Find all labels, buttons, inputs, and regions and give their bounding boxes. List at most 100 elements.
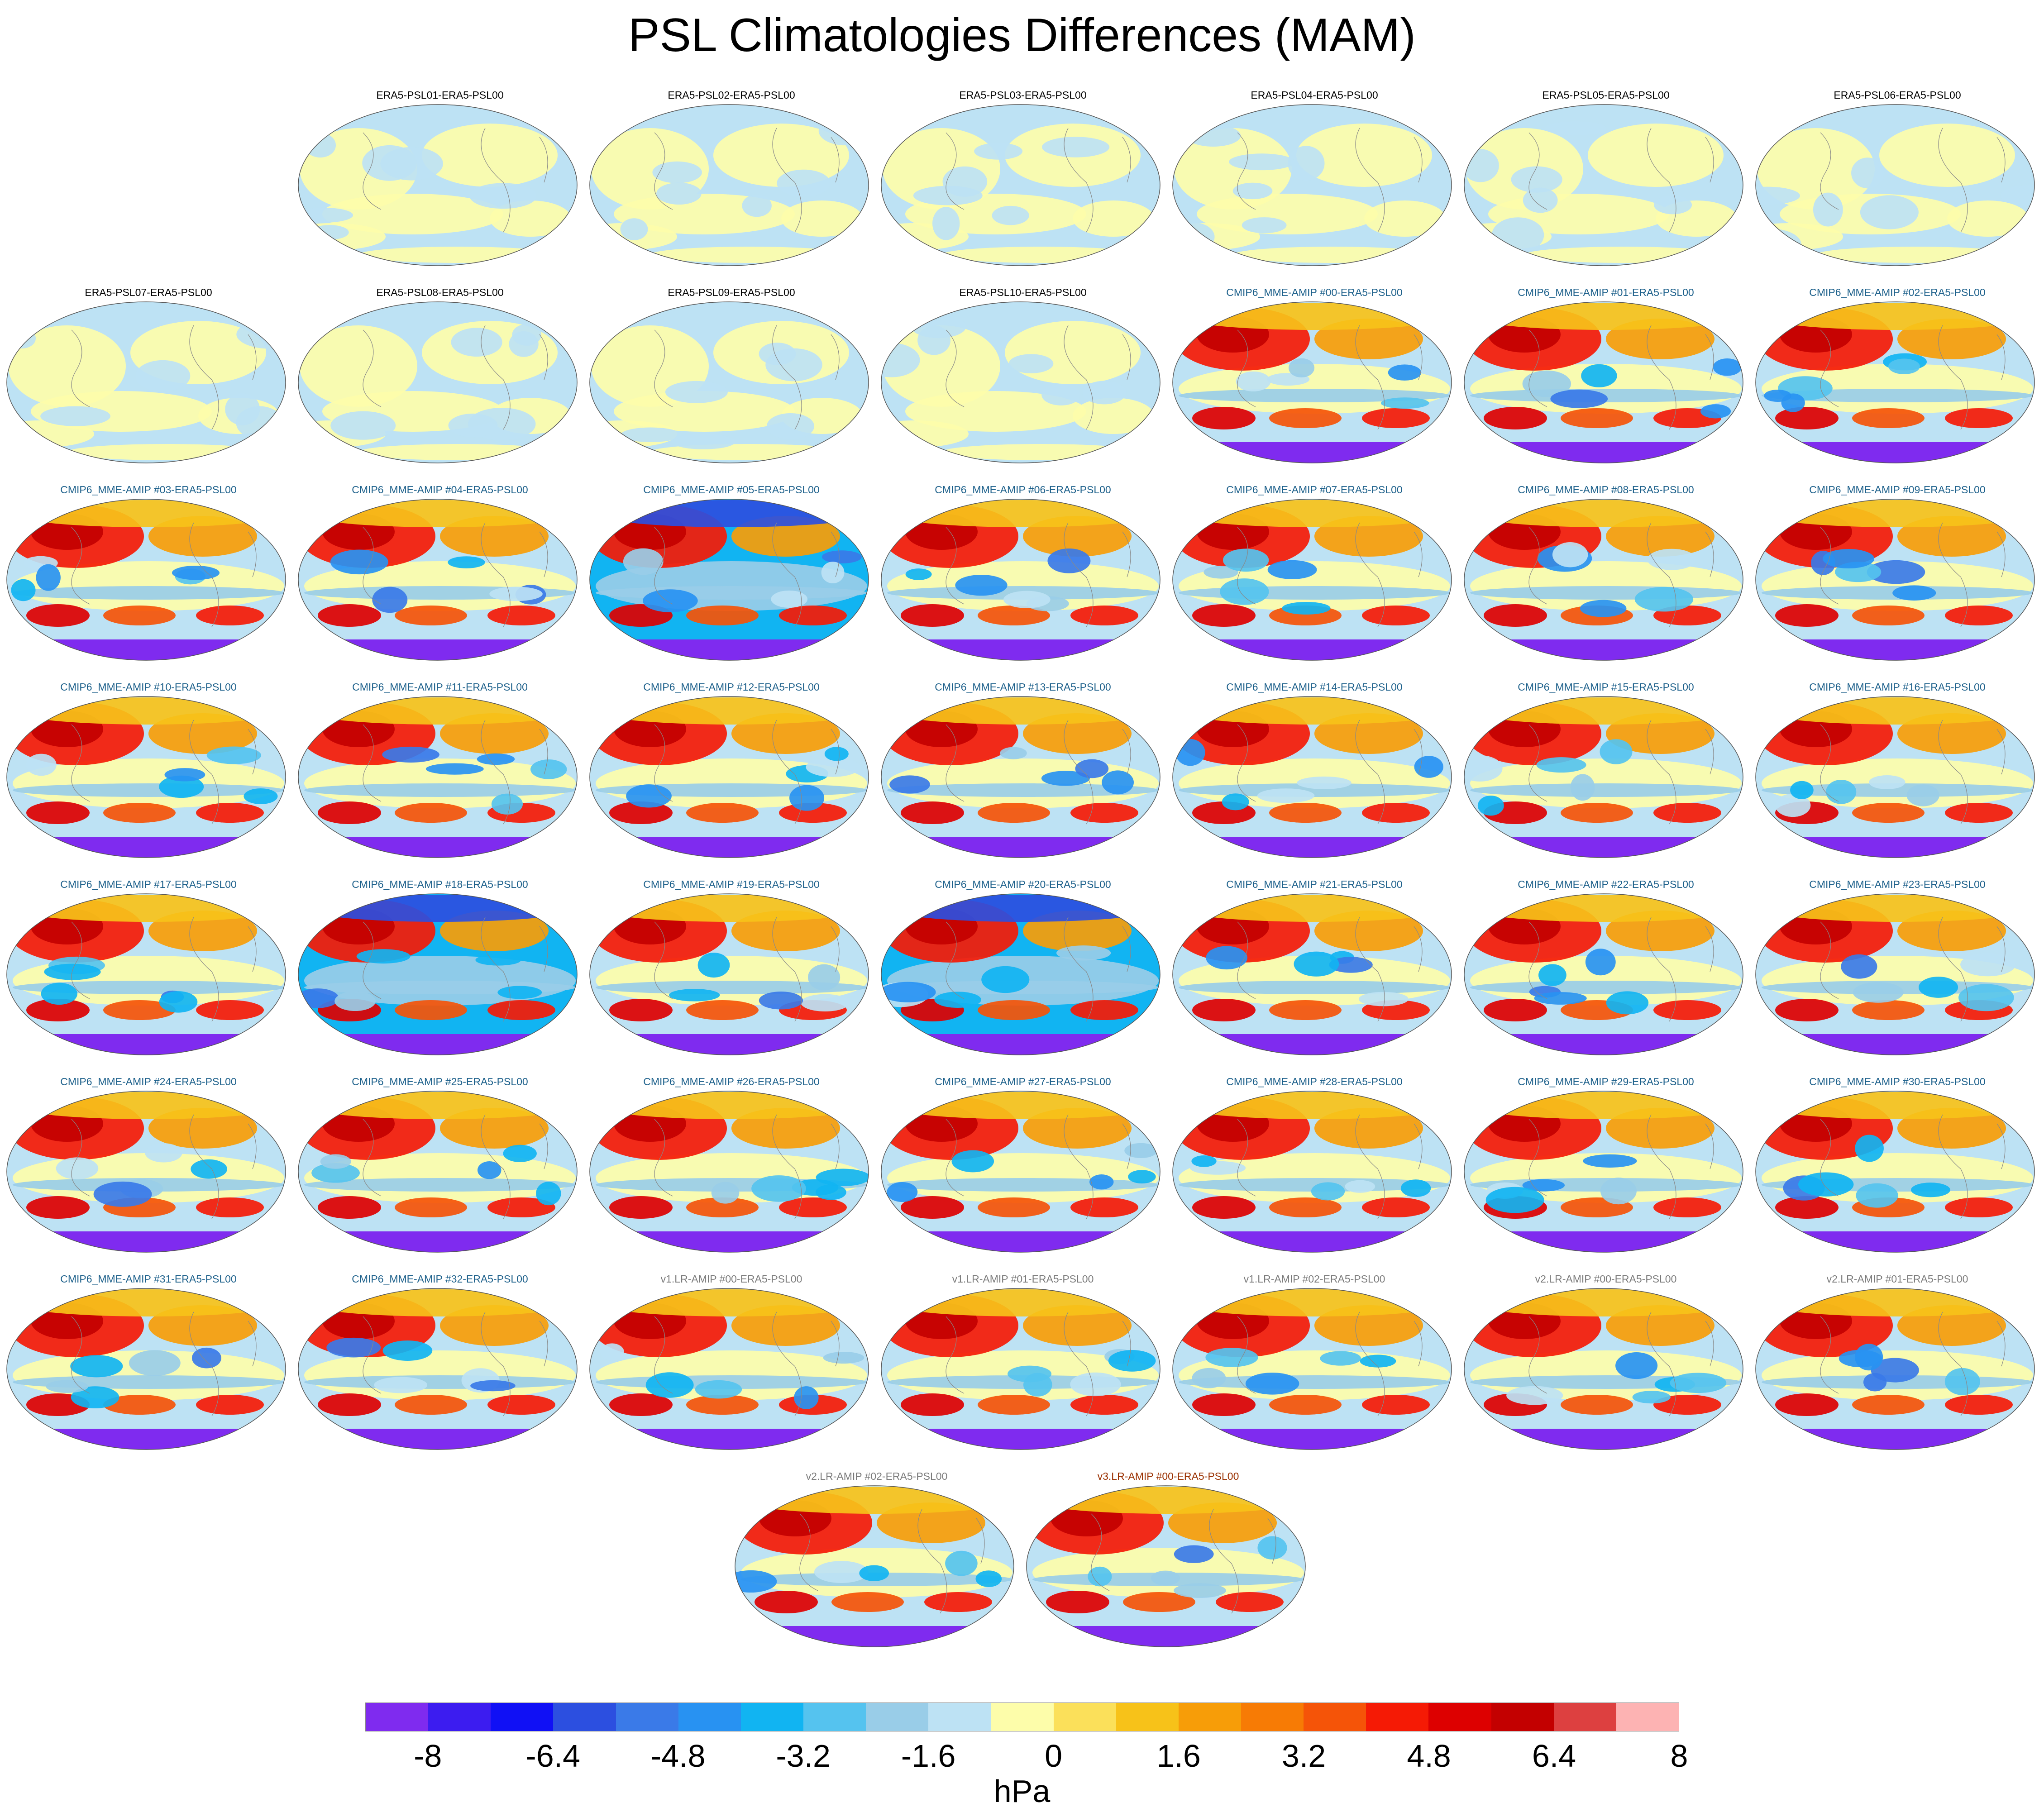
map-panel: CMIP6_MME-AMIP #29-ERA5-PSL00 — [1461, 1075, 1751, 1269]
map-plot — [881, 301, 1160, 463]
colorbar-segment — [1428, 1703, 1491, 1731]
panel-title: CMIP6_MME-AMIP #31-ERA5-PSL00 — [60, 1273, 237, 1285]
colorbar-tick-label: 6.4 — [1532, 1738, 1576, 1774]
colorbar-segment — [866, 1703, 929, 1731]
map-panel: ERA5-PSL01-ERA5-PSL00 — [295, 88, 585, 283]
map-panel: CMIP6_MME-AMIP #13-ERA5-PSL00 — [878, 680, 1168, 875]
map-panel: CMIP6_MME-AMIP #05-ERA5-PSL00 — [587, 483, 876, 677]
panel-title: ERA5-PSL07-ERA5-PSL00 — [85, 286, 212, 298]
map-panel: v2.LR-AMIP #00-ERA5-PSL00 — [1461, 1272, 1751, 1467]
colorbar-tick-label: -4.8 — [650, 1738, 706, 1774]
map-plot — [298, 1091, 578, 1253]
colorbar-tick-label: -6.4 — [525, 1738, 581, 1774]
map-panel: ERA5-PSL05-ERA5-PSL00 — [1461, 88, 1751, 283]
colorbar-segment — [803, 1703, 866, 1731]
map-panel: CMIP6_MME-AMIP #02-ERA5-PSL00 — [1753, 286, 2042, 480]
colorbar — [365, 1703, 1679, 1731]
map-plot — [1755, 301, 2035, 463]
map-plot — [1464, 1091, 1743, 1253]
map-plot — [1172, 499, 1452, 661]
map-plot — [298, 1288, 578, 1450]
colorbar-segment — [1053, 1703, 1116, 1731]
colorbar-tick-label: 1.6 — [1156, 1738, 1201, 1774]
map-plot — [1172, 1091, 1452, 1253]
map-panel: CMIP6_MME-AMIP #15-ERA5-PSL00 — [1461, 680, 1751, 875]
map-panel: ERA5-PSL04-ERA5-PSL00 — [1170, 88, 1459, 283]
panel-title: CMIP6_MME-AMIP #07-ERA5-PSL00 — [1226, 484, 1403, 496]
map-plot — [298, 104, 578, 266]
map-plot — [1464, 499, 1743, 661]
map-panel: ERA5-PSL09-ERA5-PSL00 — [587, 286, 876, 480]
panel-title: CMIP6_MME-AMIP #25-ERA5-PSL00 — [352, 1076, 528, 1087]
panel-title: CMIP6_MME-AMIP #15-ERA5-PSL00 — [1518, 681, 1694, 693]
map-plot — [1755, 1091, 2035, 1253]
map-plot — [1464, 696, 1743, 858]
panel-title: CMIP6_MME-AMIP #23-ERA5-PSL00 — [1809, 878, 1986, 890]
map-panel: v1.LR-AMIP #01-ERA5-PSL00 — [878, 1272, 1168, 1467]
map-plot — [1026, 1485, 1306, 1647]
map-plot — [298, 696, 578, 858]
panel-title: CMIP6_MME-AMIP #11-ERA5-PSL00 — [352, 681, 528, 693]
panel-title: CMIP6_MME-AMIP #28-ERA5-PSL00 — [1226, 1076, 1403, 1087]
map-plot — [6, 893, 286, 1055]
panel-title: CMIP6_MME-AMIP #03-ERA5-PSL00 — [60, 484, 237, 496]
map-panel: v1.LR-AMIP #00-ERA5-PSL00 — [587, 1272, 876, 1467]
map-plot — [1464, 1288, 1743, 1450]
map-plot — [6, 1288, 286, 1450]
panel-title: ERA5-PSL04-ERA5-PSL00 — [1251, 89, 1378, 101]
map-plot — [589, 1091, 869, 1253]
map-panel: CMIP6_MME-AMIP #17-ERA5-PSL00 — [4, 878, 293, 1072]
panel-title: v2.LR-AMIP #01-ERA5-PSL00 — [1826, 1273, 1968, 1285]
panel-title: CMIP6_MME-AMIP #20-ERA5-PSL00 — [935, 878, 1111, 890]
map-panel: CMIP6_MME-AMIP #00-ERA5-PSL00 — [1170, 286, 1459, 480]
panel-title: CMIP6_MME-AMIP #24-ERA5-PSL00 — [60, 1076, 237, 1087]
colorbar-segment — [491, 1703, 554, 1731]
colorbar-segment — [678, 1703, 741, 1731]
map-plot — [881, 1288, 1160, 1450]
map-panel: CMIP6_MME-AMIP #32-ERA5-PSL00 — [295, 1272, 585, 1467]
map-plot — [298, 499, 578, 661]
colorbar-tick-label: 8 — [1670, 1738, 1688, 1774]
map-panel: ERA5-PSL03-ERA5-PSL00 — [878, 88, 1168, 283]
map-plot — [589, 893, 869, 1055]
map-panel: CMIP6_MME-AMIP #12-ERA5-PSL00 — [587, 680, 876, 875]
map-panel: ERA5-PSL08-ERA5-PSL00 — [295, 286, 585, 480]
colorbar-segment — [1491, 1703, 1554, 1731]
map-panel: CMIP6_MME-AMIP #06-ERA5-PSL00 — [878, 483, 1168, 677]
panel-title: CMIP6_MME-AMIP #00-ERA5-PSL00 — [1226, 286, 1403, 298]
panel-title: CMIP6_MME-AMIP #14-ERA5-PSL00 — [1226, 681, 1403, 693]
map-plot — [589, 301, 869, 463]
panel-title: CMIP6_MME-AMIP #12-ERA5-PSL00 — [643, 681, 820, 693]
panel-title: CMIP6_MME-AMIP #10-ERA5-PSL00 — [60, 681, 237, 693]
panel-title: ERA5-PSL05-ERA5-PSL00 — [1542, 89, 1670, 101]
map-plot — [1172, 1288, 1452, 1450]
panel-title: CMIP6_MME-AMIP #01-ERA5-PSL00 — [1518, 286, 1694, 298]
map-plot — [589, 696, 869, 858]
map-panel: ERA5-PSL07-ERA5-PSL00 — [4, 286, 293, 480]
panel-title: v1.LR-AMIP #00-ERA5-PSL00 — [660, 1273, 802, 1285]
colorbar-segment — [428, 1703, 491, 1731]
colorbar-units: hPa — [993, 1774, 1051, 1809]
colorbar-tick-label: -3.2 — [776, 1738, 831, 1774]
colorbar-segment — [1304, 1703, 1366, 1731]
map-panel: CMIP6_MME-AMIP #04-ERA5-PSL00 — [295, 483, 585, 677]
map-plot — [589, 499, 869, 661]
map-panel: v3.LR-AMIP #00-ERA5-PSL00 — [1023, 1469, 1313, 1664]
map-panel: v2.LR-AMIP #01-ERA5-PSL00 — [1753, 1272, 2042, 1467]
map-plot — [6, 499, 286, 661]
map-plot — [1755, 893, 2035, 1055]
map-panel: CMIP6_MME-AMIP #22-ERA5-PSL00 — [1461, 878, 1751, 1072]
colorbar-segment — [1553, 1703, 1616, 1731]
panel-title: CMIP6_MME-AMIP #02-ERA5-PSL00 — [1809, 286, 1986, 298]
map-plot — [6, 696, 286, 858]
map-panel: CMIP6_MME-AMIP #26-ERA5-PSL00 — [587, 1075, 876, 1269]
colorbar-segment — [740, 1703, 803, 1731]
map-plot — [735, 1485, 1014, 1647]
map-panel: CMIP6_MME-AMIP #21-ERA5-PSL00 — [1170, 878, 1459, 1072]
map-panel: ERA5-PSL02-ERA5-PSL00 — [587, 88, 876, 283]
colorbar-tick-label: -8 — [414, 1738, 442, 1774]
colorbar-tick-label: -1.6 — [901, 1738, 956, 1774]
map-plot — [589, 104, 869, 266]
map-plot — [1464, 104, 1743, 266]
map-panel: ERA5-PSL10-ERA5-PSL00 — [878, 286, 1168, 480]
